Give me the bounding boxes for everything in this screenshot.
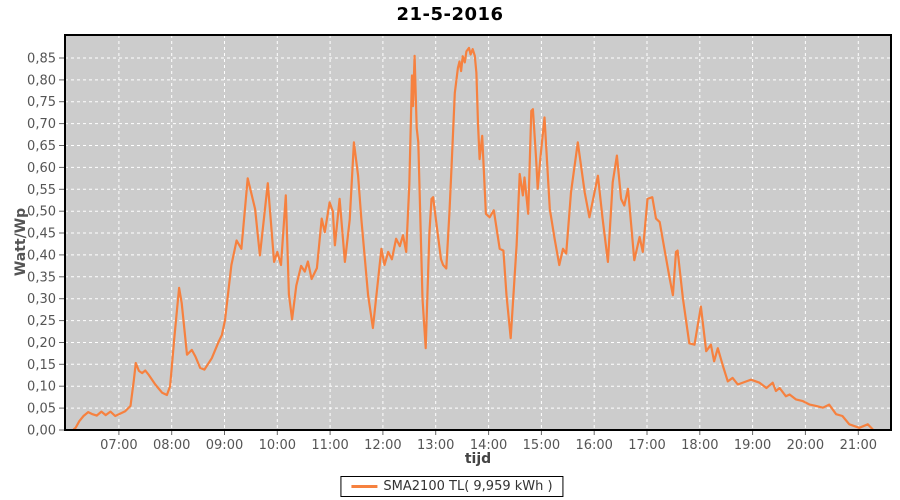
svg-text:0,05: 0,05 xyxy=(27,402,56,417)
svg-text:0,70: 0,70 xyxy=(27,117,56,132)
svg-text:12:00: 12:00 xyxy=(364,438,401,453)
svg-text:0,35: 0,35 xyxy=(27,270,56,285)
svg-text:0,55: 0,55 xyxy=(27,183,56,198)
svg-text:0,00: 0,00 xyxy=(27,424,56,439)
svg-text:11:00: 11:00 xyxy=(311,438,348,453)
svg-text:20:00: 20:00 xyxy=(787,438,824,453)
chart-title: 21-5-2016 xyxy=(396,4,504,25)
legend-label: SMA2100 TL( 9,959 kWh ) xyxy=(383,479,553,494)
series-line xyxy=(72,46,874,431)
legend: SMA2100 TL( 9,959 kWh ) xyxy=(340,476,564,497)
plot-border xyxy=(64,34,892,431)
svg-text:10:00: 10:00 xyxy=(259,438,296,453)
svg-text:0,10: 0,10 xyxy=(27,380,56,395)
svg-text:13:00: 13:00 xyxy=(417,438,454,453)
svg-text:09:00: 09:00 xyxy=(206,438,243,453)
svg-text:14:00: 14:00 xyxy=(470,438,507,453)
svg-text:07:00: 07:00 xyxy=(100,438,137,453)
svg-text:0,85: 0,85 xyxy=(27,52,56,67)
svg-text:0,75: 0,75 xyxy=(27,95,56,110)
legend-line-swatch xyxy=(351,485,378,488)
svg-text:0,45: 0,45 xyxy=(27,227,56,242)
svg-text:0,80: 0,80 xyxy=(27,73,56,88)
y-tick-labels: 0,00 0,05 0,10 0,15 0,20 0,25 0,30 0,35 0,40 0,45… xyxy=(27,52,56,439)
svg-text:0,50: 0,50 xyxy=(27,205,56,220)
x-axis-label: tijd xyxy=(464,451,492,467)
svg-text:17:00: 17:00 xyxy=(628,438,665,453)
svg-text:0,25: 0,25 xyxy=(27,314,56,329)
svg-text:08:00: 08:00 xyxy=(153,438,190,453)
svg-text:0,20: 0,20 xyxy=(27,336,56,351)
svg-text:0,30: 0,30 xyxy=(27,292,56,307)
svg-text:0,15: 0,15 xyxy=(27,358,56,373)
x-tick-labels: 07:00 08:00 09:00 10:00 11:00 12:00 13:00 14:00… xyxy=(100,438,877,453)
svg-text:0,60: 0,60 xyxy=(27,161,56,176)
svg-text:18:00: 18:00 xyxy=(681,438,718,453)
svg-text:0,65: 0,65 xyxy=(27,139,56,154)
svg-text:16:00: 16:00 xyxy=(575,438,612,453)
svg-text:21:00: 21:00 xyxy=(840,438,877,453)
svg-text:19:00: 19:00 xyxy=(734,438,771,453)
svg-text:0,40: 0,40 xyxy=(27,248,56,263)
svg-text:15:00: 15:00 xyxy=(523,438,560,453)
